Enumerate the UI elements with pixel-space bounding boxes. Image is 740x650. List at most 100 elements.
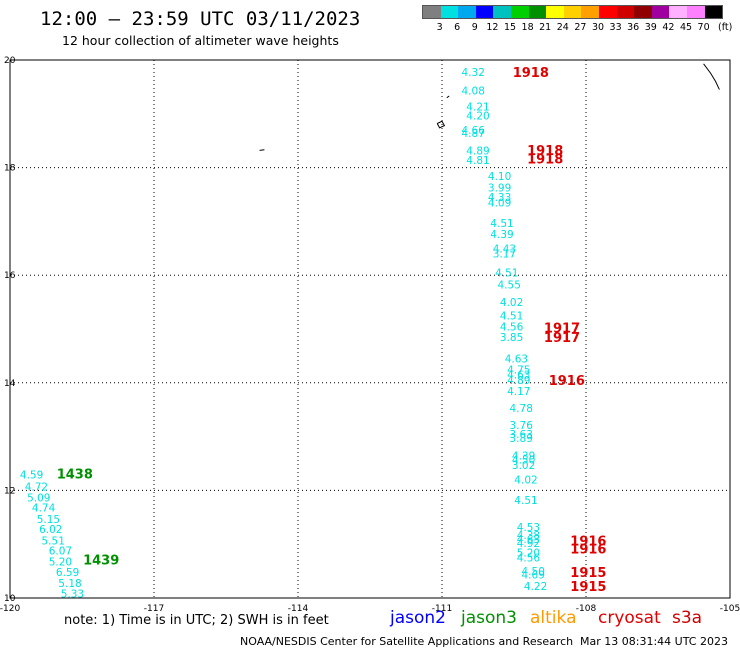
colorbar-cell	[669, 6, 687, 18]
colorbar-cell	[686, 6, 705, 18]
swh-label: 4.38	[517, 530, 540, 542]
time-label: 1915	[570, 580, 606, 595]
coastline	[259, 149, 265, 151]
credit-text: NOAA/NESDIS Center for Satellite Applica…	[240, 635, 574, 648]
swh-label: 4.51	[495, 268, 518, 280]
colorbar-label: 9	[471, 22, 478, 33]
y-tick-label: 16	[4, 271, 16, 281]
swh-label: 3.99	[488, 183, 511, 195]
swh-label: 4.09	[488, 198, 511, 210]
swh-label: 4.63	[517, 534, 540, 546]
swh-label: 6.59	[56, 567, 79, 579]
colorbar-unit: (ft)	[718, 22, 733, 33]
colorbar-cell	[458, 6, 476, 18]
swh-label: 4.69	[522, 569, 545, 581]
swh-label: 4.55	[498, 279, 521, 291]
colorbar-label: 39	[644, 22, 657, 33]
swh-label: 4.59	[20, 469, 43, 481]
x-tick-label: -117	[144, 604, 164, 614]
colorbar-cell	[440, 6, 459, 18]
y-tick-label: 14	[4, 379, 16, 389]
page-title: 12:00 – 23:59 UTC 03/11/2023	[40, 8, 361, 30]
satellite-legend-item: s3a	[672, 608, 703, 628]
swh-label: 5.18	[58, 578, 81, 590]
colorbar-cell	[634, 6, 652, 18]
satellite-legend-item: jason3	[461, 608, 517, 628]
swh-label: 4.78	[510, 403, 533, 415]
swh-label: 4.22	[524, 581, 547, 593]
coastline	[446, 95, 450, 99]
swh-label: 4.89	[466, 145, 489, 157]
colorbar-label: 45	[679, 22, 693, 33]
time-label: 1918	[513, 66, 549, 81]
colorbar-label: 36	[627, 22, 640, 33]
swh-label: 4.56	[500, 321, 524, 333]
swh-label: 4.08	[462, 86, 485, 98]
swh-label: 4.53	[517, 522, 540, 534]
swh-label: 4.66	[462, 125, 486, 137]
time-label: 1916	[570, 543, 606, 558]
colorbar-label: 70	[697, 22, 710, 33]
swh-label: 5.09	[27, 492, 50, 504]
swh-label: 4.10	[488, 171, 511, 183]
colorbar-cell	[546, 6, 564, 18]
swh-label: 4.02	[500, 297, 523, 309]
colorbar-cell	[563, 6, 582, 18]
colorbar-cell	[581, 6, 599, 18]
y-tick-label: 20	[4, 56, 16, 66]
time-label: 1439	[83, 553, 119, 568]
time-label: 1917	[544, 331, 580, 346]
swh-label: 4.02	[514, 475, 537, 487]
time-label: 1918	[527, 152, 563, 167]
footer-note: note: 1) Time is in UTC; 2) SWH is in fe…	[64, 613, 329, 628]
swh-label: 3.63	[510, 429, 533, 441]
time-label: 1915	[570, 566, 606, 581]
colorbar-label: 12	[486, 22, 499, 33]
colorbar-cell	[510, 6, 529, 18]
swh-label: 6.07	[49, 546, 72, 558]
x-tick-label: -120	[0, 604, 20, 614]
colorbar-cell	[528, 6, 547, 18]
swh-label: 5.51	[42, 535, 65, 547]
colorbar-label: 6	[454, 22, 461, 33]
colorbar-cell	[598, 6, 617, 18]
colorbar-label: 21	[539, 22, 552, 33]
swh-label: 4.21	[466, 101, 489, 113]
x-tick-label: -114	[288, 604, 309, 614]
colorbar-label: 18	[521, 22, 534, 33]
page-subtitle: 12 hour collection of altimeter wave hei…	[62, 33, 339, 48]
swh-label: 4.32	[462, 67, 485, 79]
swh-label: 4.63	[505, 354, 528, 366]
swh-label: 5.20	[517, 547, 540, 559]
swh-label: 4.75	[507, 364, 530, 376]
swh-label: 3.76	[510, 420, 534, 432]
x-tick-label: -108	[576, 604, 597, 614]
swh-label: 4.92	[517, 538, 540, 550]
y-tick-label: 12	[4, 486, 15, 496]
swh-label: 4.89	[507, 375, 530, 387]
colorbar-label: 33	[609, 22, 622, 33]
swh-label: 5.15	[37, 514, 60, 526]
time-label: 1916	[549, 374, 585, 389]
swh-label: 4.72	[25, 482, 48, 494]
colorbar-legend	[422, 5, 724, 19]
colorbar-cell	[704, 6, 723, 18]
colorbar-label: 3	[436, 22, 443, 33]
swh-label: 4.33	[488, 192, 511, 204]
swh-label: 4.20	[466, 110, 489, 122]
colorbar-label: 24	[556, 22, 569, 33]
colorbar-cell	[475, 6, 494, 18]
swh-label: 4.51	[514, 495, 537, 507]
colorbar-cell	[423, 6, 441, 18]
swh-label: 5.20	[49, 556, 72, 568]
swh-label: 4.51	[490, 218, 513, 230]
swh-label: 4.39	[512, 450, 535, 462]
coastline	[703, 63, 720, 90]
swh-label: 4.39	[490, 229, 513, 241]
timestamp-text: Mar 13 08:31:44 UTC 2023	[580, 635, 728, 648]
satellite-legend-item: altika	[530, 608, 577, 628]
colorbar-cell	[616, 6, 635, 18]
plot-frame	[9, 59, 731, 599]
